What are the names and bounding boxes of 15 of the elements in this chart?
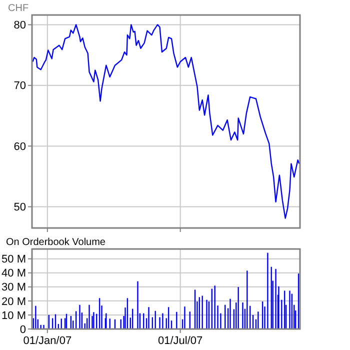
y-tick-label: 10 M: [2, 310, 26, 322]
y-tick-label: 80: [14, 20, 26, 32]
y-tick-label: 70: [14, 80, 26, 92]
chart-title: On Orderbook Volume: [6, 237, 106, 248]
line-series: [32, 24, 300, 219]
x-tick-label: 01/Jan/07: [23, 335, 72, 347]
y-tick-label: 50: [14, 202, 26, 214]
y-tick-label: 60: [14, 140, 26, 153]
y-tick-label: 30 M: [2, 282, 26, 294]
x-tick-label: 01/Jul/07: [158, 335, 203, 347]
y-tick-label: 0: [20, 324, 26, 336]
y-tick-label: 20 M: [2, 296, 26, 308]
y-axis-title: CHF: [8, 3, 29, 14]
y-tick-label: 50 M: [2, 254, 26, 266]
y-tick-label: 40 M: [2, 268, 26, 280]
